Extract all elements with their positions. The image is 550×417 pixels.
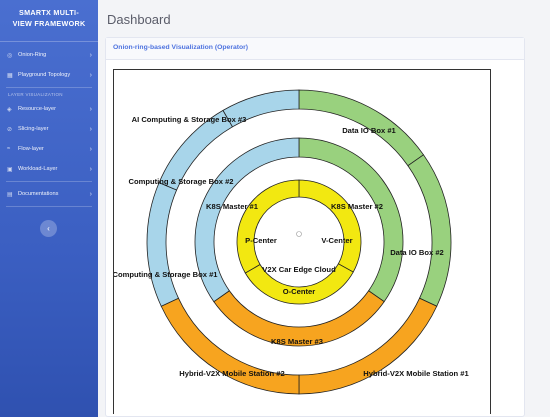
visualization-card: Onion-ring-based Visualization (Operator… [105,37,525,417]
brand-line-1: SMARTX MULTI- [18,8,80,17]
workload-icon: ▣ [7,166,13,173]
sidebar-item-label: Workload-Layer [18,166,58,172]
sidebar-divider [6,206,92,207]
onion-ring-segment[interactable] [236,179,300,274]
sidebar-divider [6,87,92,88]
onion-ring-label: Data IO Box #1 [342,126,396,135]
chevron-left-icon: ‹ [47,224,50,233]
sidebar-item-label: Flow-layer [18,146,44,152]
doc-icon: ▤ [7,191,13,198]
brand-line-2: VIEW FRAMEWORK [12,19,86,28]
onion-ring-segment[interactable] [194,137,300,303]
sidebar-item-label: Onion-Ring [18,52,47,58]
chevron-right-icon: › [89,125,92,133]
onion-ring-label: P-Center [245,236,277,245]
chevron-right-icon: › [89,190,92,198]
sidebar-item-resource-layer[interactable]: ◈ Resource-layer › [0,99,98,119]
onion-ring-segment[interactable] [407,154,452,307]
sidebar-item-workload-layer[interactable]: ▣ Workload-Layer › [0,159,98,179]
grid-icon: ▦ [7,72,13,79]
onion-ring-label: K8S Master #1 [206,202,259,211]
chevron-right-icon: › [89,71,92,79]
sidebar-divider [6,181,92,182]
onion-ring-segment[interactable] [146,182,179,307]
onion-ring-segment[interactable] [222,89,300,128]
sidebar-collapse-button[interactable]: ‹ [40,220,57,237]
flow-icon: ≈ [7,146,11,152]
sidebar-item-onion-ring[interactable]: ◎ Onion-Ring › [0,45,98,65]
sidebar-item-playground-topology[interactable]: ▦ Playground Topology › [0,65,98,85]
onion-ring-label: K8S Master #3 [271,337,323,346]
chevron-right-icon: › [89,145,92,153]
sidebar-section-title: LAYER VISUALIZATION [8,92,63,97]
onion-ring-label: V-Center [321,236,352,245]
sidebar: SMARTX MULTI- VIEW FRAMEWORK ◎ Onion-Rin… [0,0,98,417]
sidebar-item-label: Documentations [18,191,59,197]
layers-icon: ◈ [7,106,12,113]
page-title: Dashboard [107,12,171,27]
chevron-right-icon: › [89,51,92,59]
sidebar-item-label: Resource-layer [18,106,56,112]
onion-ring-label: Computing & Storage Box #2 [128,177,233,186]
center-label: V2X Car Edge Cloud [262,265,336,274]
chevron-right-icon: › [89,105,92,113]
onion-ring-chart: Data IO Box #1 Data IO Box #2 Hybrid-V2X M… [112,89,470,395]
chevron-right-icon: › [89,165,92,173]
onion-ring-label: O-Center [283,287,316,296]
slice-icon: ⊘ [7,126,13,133]
sidebar-item-flow-layer[interactable]: ≈ Flow-layer › [0,139,98,159]
sidebar-item-label: Playground Topology [18,72,71,78]
sidebar-item-label: Slicing-layer [18,126,49,132]
sidebar-item-slicing-layer[interactable]: ⊘ Slicing-layer › [0,119,98,139]
onion-ring-chart-frame: Data IO Box #1 Data IO Box #2 Hybrid-V2X M… [112,69,491,414]
sidebar-item-documentations[interactable]: ▤ Documentations › [0,184,98,204]
card-title: Onion-ring-based Visualization (Operator… [106,38,524,60]
brand-title[interactable]: SMARTX MULTI- VIEW FRAMEWORK [0,0,98,42]
onion-ring-segment[interactable] [298,179,362,273]
onion-ring-label: K8S Master #2 [331,202,383,211]
onion-ring-label: Computing & Storage Box #1 [114,270,218,279]
onion-ring-label: AI Computing & Storage Box #3 [132,115,247,124]
onion-ring-label: Hybrid-V2X Mobile Station #2 [179,369,285,378]
circle-icon: ◎ [7,52,13,59]
onion-ring-label: Data IO Box #2 [390,248,444,257]
onion-ring-label: Hybrid-V2X Mobile Station #1 [363,369,469,378]
center-dot [296,231,302,237]
